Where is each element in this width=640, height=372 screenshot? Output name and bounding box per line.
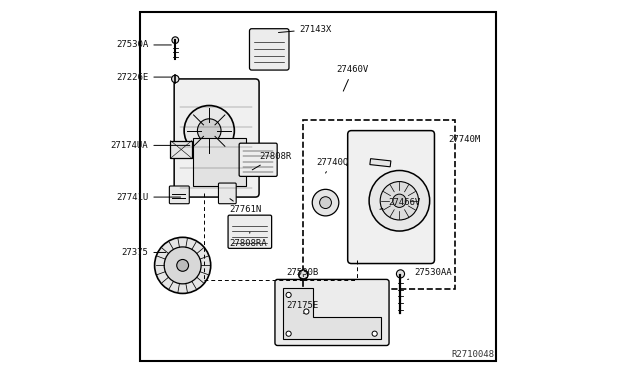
FancyBboxPatch shape <box>170 186 189 204</box>
Circle shape <box>372 331 377 336</box>
FancyBboxPatch shape <box>228 215 271 248</box>
Circle shape <box>393 194 406 208</box>
Circle shape <box>164 247 201 284</box>
Text: R2710048: R2710048 <box>451 350 494 359</box>
Circle shape <box>319 197 332 209</box>
Text: 27466V: 27466V <box>380 198 420 209</box>
Text: 27808R: 27808R <box>252 152 291 170</box>
Polygon shape <box>370 159 391 167</box>
Text: 27808RA: 27808RA <box>230 232 267 248</box>
Circle shape <box>155 237 211 294</box>
Text: 27740M: 27740M <box>449 135 481 144</box>
FancyBboxPatch shape <box>275 279 389 346</box>
Circle shape <box>369 170 429 231</box>
Circle shape <box>312 189 339 216</box>
Text: 27761N: 27761N <box>230 199 262 215</box>
FancyBboxPatch shape <box>239 143 277 176</box>
Text: 27175E: 27175E <box>287 301 319 313</box>
Text: 27143X: 27143X <box>278 25 332 33</box>
Circle shape <box>286 292 291 298</box>
Text: 27530AA: 27530AA <box>408 268 452 279</box>
FancyBboxPatch shape <box>218 183 236 204</box>
Polygon shape <box>283 288 381 339</box>
Text: 27226E: 27226E <box>116 73 172 81</box>
Bar <box>193 138 246 186</box>
FancyBboxPatch shape <box>348 131 435 263</box>
Circle shape <box>184 106 234 156</box>
Circle shape <box>172 37 179 44</box>
Circle shape <box>197 119 221 142</box>
Bar <box>303 119 455 289</box>
Circle shape <box>304 309 309 314</box>
Text: 27740Q: 27740Q <box>316 157 349 173</box>
Circle shape <box>177 260 189 271</box>
Text: 27530A: 27530A <box>116 41 172 49</box>
FancyBboxPatch shape <box>250 29 289 70</box>
Circle shape <box>299 270 308 279</box>
Circle shape <box>172 75 179 83</box>
Text: 27530B: 27530B <box>287 268 319 277</box>
Bar <box>170 141 192 158</box>
Circle shape <box>380 182 419 220</box>
Circle shape <box>396 270 404 278</box>
FancyBboxPatch shape <box>174 79 259 197</box>
Text: 27741U: 27741U <box>116 193 180 202</box>
Circle shape <box>286 331 291 336</box>
Text: 27174UA: 27174UA <box>111 141 190 150</box>
Text: 27460V: 27460V <box>337 65 369 91</box>
Text: 27375: 27375 <box>122 248 166 257</box>
